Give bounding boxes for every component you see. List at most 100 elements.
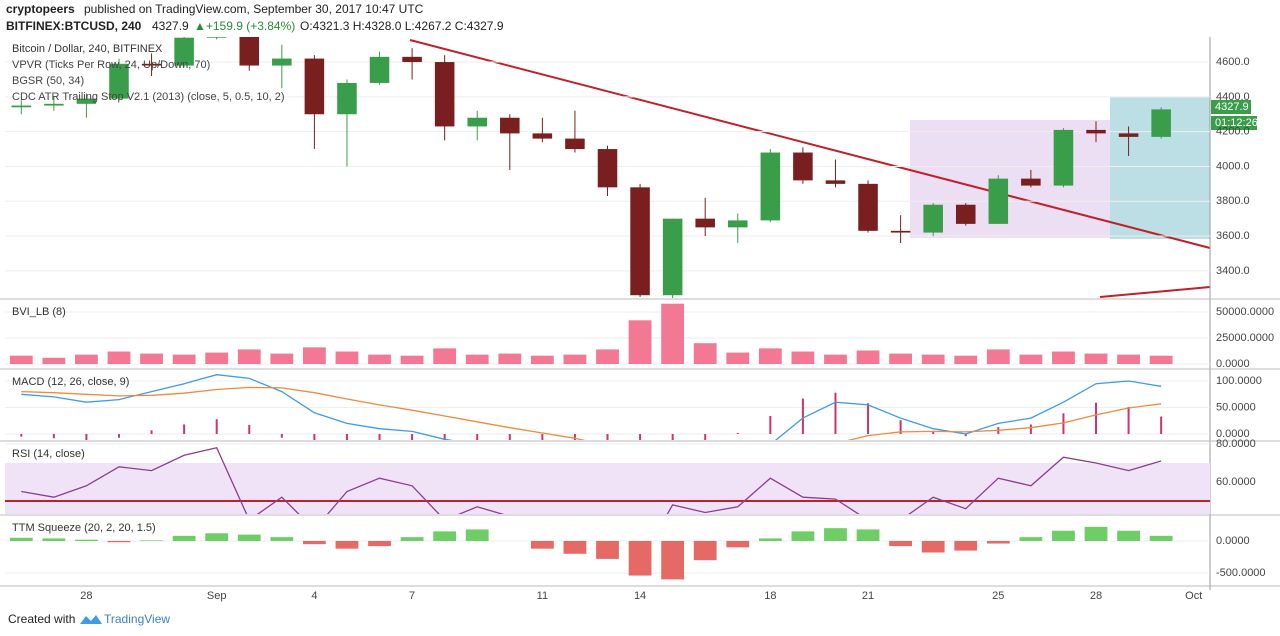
- bar: [1052, 351, 1075, 365]
- footer-brand[interactable]: TradingView: [104, 612, 170, 626]
- bar: [758, 348, 782, 365]
- histogram-bar: [183, 424, 186, 435]
- ohlc: O:4321.3 H:4328.0 L:4267.2 C:4327.9: [300, 19, 504, 33]
- candle-body: [1086, 129, 1106, 134]
- bar: [1084, 526, 1108, 541]
- plot-area: [5, 446, 1210, 514]
- candle-body: [11, 105, 32, 108]
- bar: [75, 539, 98, 541]
- candle-body: [467, 117, 487, 127]
- candle-body: [44, 103, 64, 106]
- bar: [693, 540, 717, 561]
- histogram-bar: [964, 434, 967, 437]
- histogram-bar: [117, 434, 120, 438]
- candle-body: [109, 63, 129, 99]
- y-tick-label: 4200.0: [1216, 126, 1250, 138]
- bar: [270, 537, 294, 541]
- bar: [596, 540, 619, 559]
- bar: [563, 540, 587, 554]
- x-tick-label: 14: [634, 590, 646, 602]
- author[interactable]: cryptopeers: [6, 2, 75, 16]
- y-tick-label: 25000.0000: [1216, 332, 1274, 344]
- histogram-bar: [280, 434, 283, 438]
- bar: [954, 540, 978, 551]
- candle-body: [630, 187, 650, 296]
- bar: [530, 540, 554, 549]
- candle-body: [402, 56, 422, 63]
- histogram-bar: [1029, 424, 1032, 435]
- series-line: [21, 446, 1162, 514]
- bar: [205, 352, 229, 365]
- histogram-bar: [508, 434, 511, 440]
- x-tick-label: 28: [80, 590, 92, 602]
- x-tick-label: 18: [764, 590, 776, 602]
- trend-line: [409, 39, 1211, 249]
- histogram-bar: [769, 415, 772, 435]
- footer-created: Created with: [8, 612, 75, 626]
- bar: [107, 351, 131, 365]
- bar: [986, 540, 1010, 544]
- bar: [824, 354, 847, 365]
- bar: [693, 343, 717, 365]
- bar: [433, 531, 457, 541]
- x-tick-label: Oct: [1185, 590, 1202, 602]
- x-tick-label: 25: [992, 590, 1004, 602]
- bar: [302, 347, 326, 365]
- bar: [921, 540, 945, 553]
- candle-body: [500, 117, 520, 134]
- candle-body: [206, 37, 227, 38]
- panel-title: RSI (14, close): [12, 448, 85, 460]
- candle-body: [1151, 109, 1171, 137]
- histogram-bar: [85, 434, 88, 440]
- y-tick-label: 3800.0: [1216, 195, 1250, 207]
- plot-area: [20, 374, 1163, 440]
- countdown: 01:12:26: [1215, 117, 1258, 129]
- bar: [237, 534, 261, 541]
- candle-body: [1118, 133, 1139, 137]
- candle-body: [988, 178, 1009, 224]
- bar: [921, 354, 945, 365]
- bar: [791, 531, 815, 541]
- plot-area: [9, 526, 1173, 580]
- histogram-bar: [313, 434, 316, 440]
- bar: [335, 540, 359, 549]
- candle-body: [923, 204, 943, 233]
- bar: [237, 349, 261, 365]
- bar: [465, 529, 489, 541]
- histogram-bar: [704, 434, 707, 440]
- y-tick-label: 0.0000: [1216, 535, 1250, 547]
- x-tick-label: 7: [409, 590, 415, 602]
- bar: [9, 537, 33, 541]
- candle-body: [369, 56, 390, 83]
- histogram-bar: [671, 434, 674, 440]
- bar: [107, 540, 131, 543]
- indicator-legend: CDC ATR Trailing Stop V2.1 (2013) (close…: [12, 91, 284, 103]
- y-tick-label: 4600.0: [1216, 56, 1250, 68]
- y-tick-label: 60.0000: [1216, 476, 1256, 488]
- candle-body: [955, 204, 976, 224]
- series-line: [21, 386, 1162, 440]
- indicator-legend: VPVR (Ticks Per Row, 24, Up/Down, 70): [12, 59, 210, 71]
- candle-body: [532, 133, 553, 139]
- bar: [824, 528, 847, 541]
- plot-area: [9, 303, 1173, 365]
- bar: [628, 320, 652, 365]
- y-tick-label: 50.0000: [1216, 401, 1256, 413]
- bar: [563, 354, 587, 365]
- y-tick-label: 3400.0: [1216, 265, 1250, 277]
- candle-body: [597, 149, 618, 188]
- bar: [1117, 354, 1140, 365]
- y-tick-label: 0.0000: [1216, 358, 1250, 370]
- bar: [140, 540, 163, 541]
- histogram-bar: [20, 434, 23, 437]
- bar: [986, 349, 1010, 365]
- bar: [954, 355, 978, 365]
- bar: [856, 529, 880, 541]
- countdown-marker: [1211, 116, 1257, 130]
- candle-body: [858, 183, 878, 231]
- candle-body: [695, 218, 715, 228]
- bar: [889, 353, 913, 365]
- bar: [270, 353, 294, 365]
- bar: [140, 353, 163, 365]
